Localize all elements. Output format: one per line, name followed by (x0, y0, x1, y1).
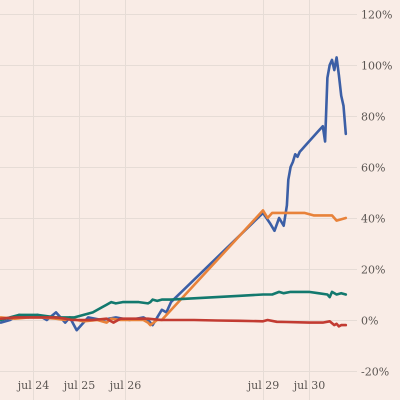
x-tick-label: jul 24 (16, 379, 50, 392)
series-line-2 (0, 209, 348, 327)
y-tick-label: 80% (361, 111, 385, 124)
y-tick-label: 40% (361, 213, 385, 226)
y-tick-label: 100% (361, 60, 392, 73)
y-tick-label: 120% (361, 9, 392, 22)
series-group (0, 56, 348, 332)
x-tick-label: jul 25 (62, 379, 96, 392)
y-tick-label: 20% (361, 264, 385, 277)
series-line-4 (0, 316, 348, 328)
y-tick-label: -20% (361, 366, 389, 379)
grid (0, 0, 357, 400)
tick-labels: -20% 0% 20% 40% 60% 80% 100% 120% jul 24 jul 25 ju… (16, 9, 393, 393)
series-line-1 (0, 56, 348, 332)
y-tick-label: 60% (361, 162, 385, 175)
y-tick-label: 0% (361, 315, 378, 328)
x-tick-label: jul 29 (246, 379, 280, 392)
x-tick-label: jul 30 (292, 379, 326, 392)
x-tick-label: jul 26 (108, 379, 142, 392)
